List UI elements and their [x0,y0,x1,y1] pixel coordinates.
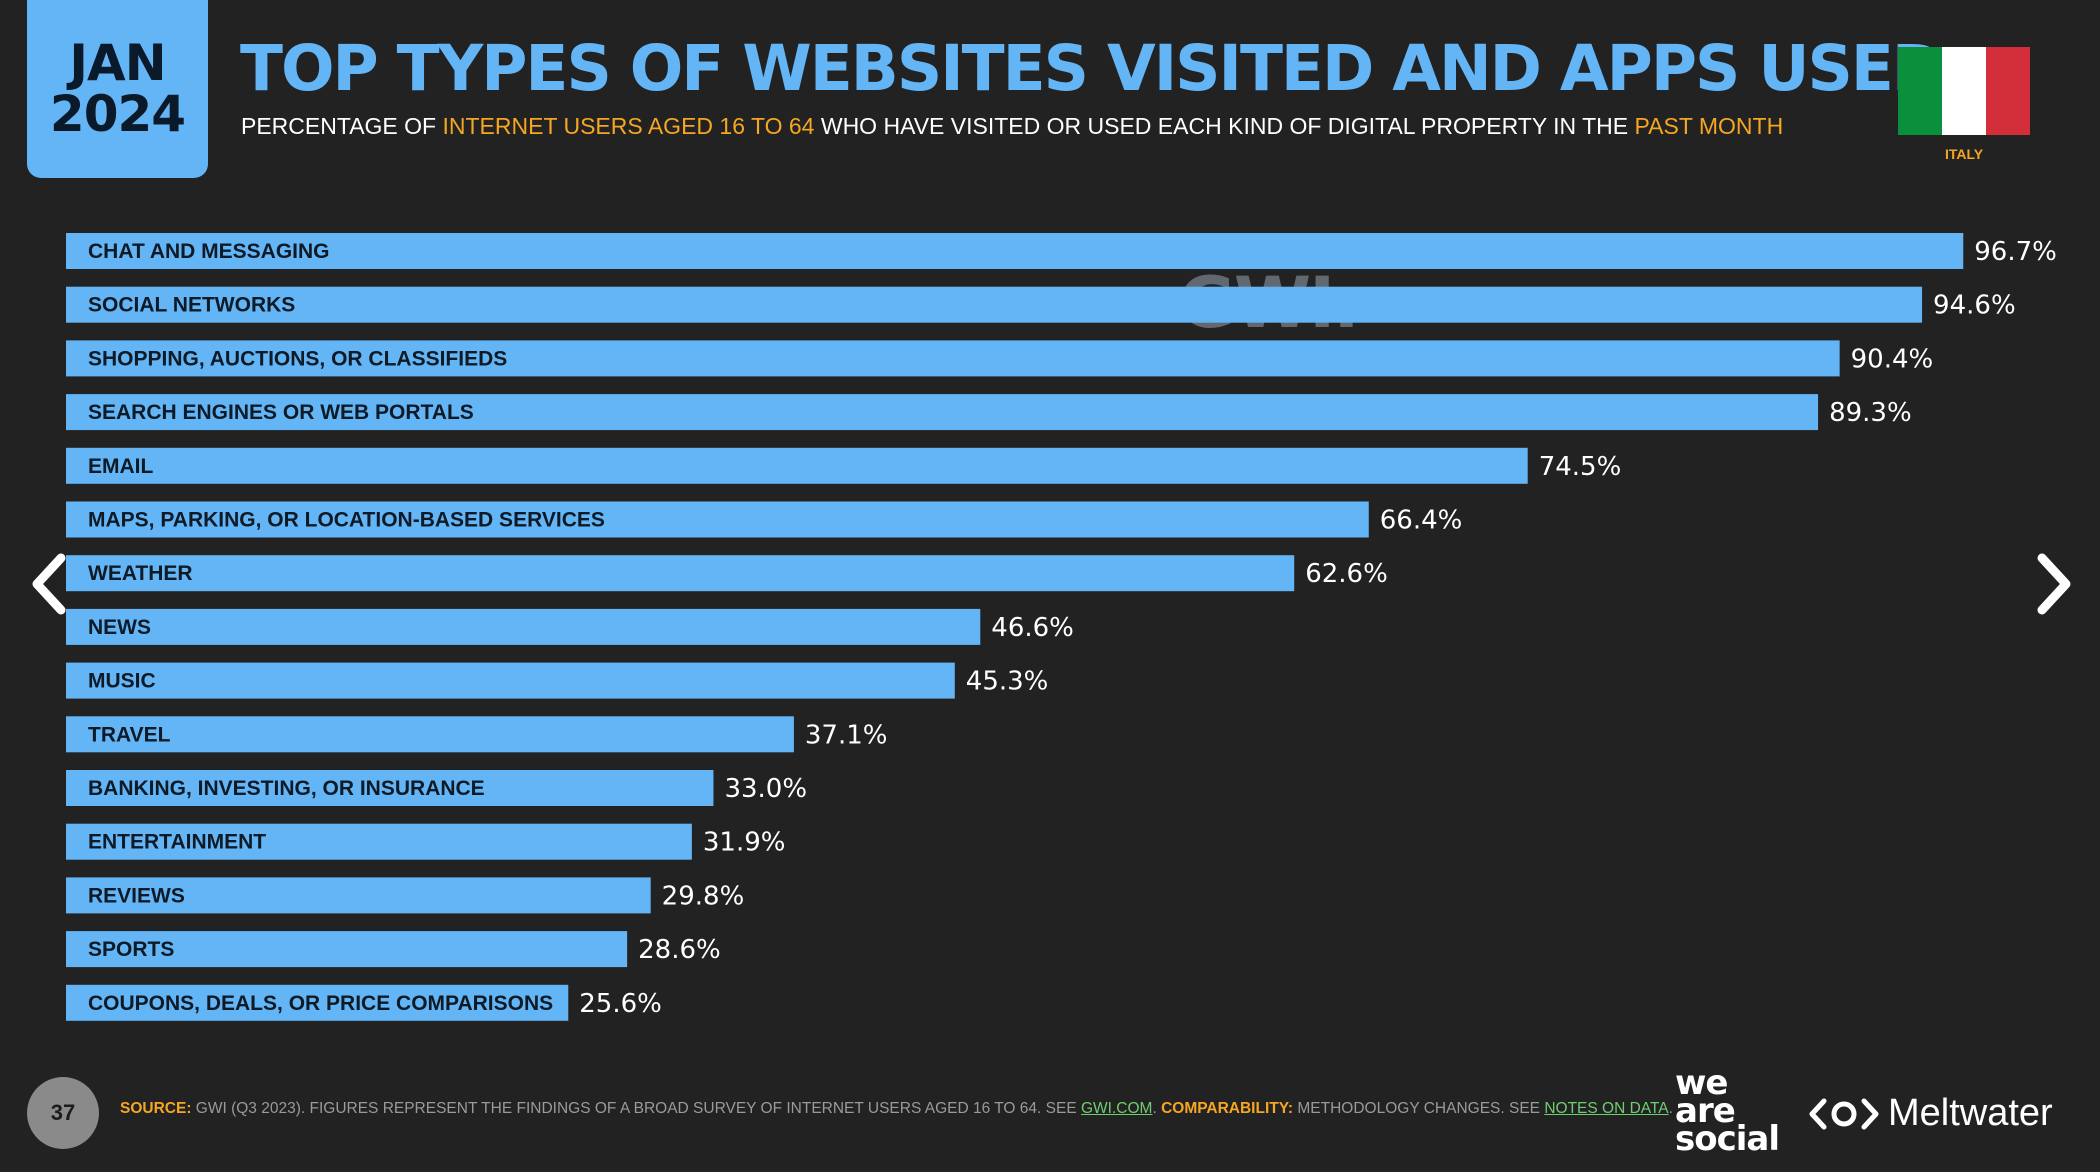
bar-value-label: 74.5% [1539,452,1622,482]
bar-value-label: 37.1% [805,720,888,750]
gwi-link[interactable]: GWI.COM [1080,1100,1153,1117]
bar-category-label: ENTERTAINMENT [88,831,266,854]
bar-category-label: MAPS, PARKING, OR LOCATION-BASED SERVICE… [88,509,605,532]
bar-value-label: 90.4% [1851,344,1934,374]
source-text: GWI (Q3 2023). FIGURES REPRESENT THE FIN… [191,1100,1081,1117]
bar-value-label: 45.3% [966,667,1049,697]
bar-value-label: 25.6% [579,989,662,1019]
bar-value-label: 62.6% [1305,559,1388,589]
bar-category-label: SHOPPING, AUCTIONS, OR CLASSIFIEDS [88,347,507,370]
bar [66,823,692,860]
badge-year: 2024 [49,85,186,143]
meltwater-logo: Meltwater [1808,1092,2053,1135]
meltwater-mark-icon [1809,1098,1879,1129]
country-label: ITALY [1944,146,1984,162]
logo-word-are: are [1675,1090,1736,1131]
chevron-right-icon[interactable] [2032,552,2076,616]
bar-category-label: CHAT AND MESSAGING [88,240,330,263]
bar-value-label: 29.8% [662,881,745,911]
logo-word-social: social [1675,1118,1780,1159]
source-footer: SOURCE: GWI (Q3 2023). FIGURES REPRESENT… [120,1100,1673,1118]
bar [66,340,1840,377]
italy-flag-icon [1898,47,2030,135]
badge-month: JAN [69,34,166,92]
subtitle-text-1: PERCENTAGE OF [241,113,443,139]
bar [66,931,628,968]
bar-value-label: 66.4% [1380,506,1463,536]
chevron-left-icon[interactable] [27,552,71,616]
notes-on-data-link[interactable]: NOTES ON DATA [1544,1100,1669,1117]
bar [66,555,1295,592]
bar-chart: CHAT AND MESSAGING 96.7% SOCIAL NETWORKS 94… [66,233,2057,1021]
page-subtitle: PERCENTAGE OF INTERNET USERS AGED 16 TO … [241,113,1783,140]
bar-value-label: 89.3% [1829,398,1912,428]
comparability-text: METHODOLOGY CHANGES. SEE [1293,1100,1545,1117]
flag-stripe-red [1986,47,2030,135]
flag-stripe-green [1898,47,1942,135]
bar-category-label: MUSIC [88,670,156,693]
bar-value-label: 31.9% [703,828,786,858]
bar-value-label: 28.6% [638,935,721,965]
bar-category-label: COUPONS, DEALS, OR PRICE COMPARISONS [88,992,553,1015]
bar [66,286,1923,323]
bar-value-label: 96.7% [1974,237,2057,267]
bar [66,447,1528,484]
bar-category-label: SOCIAL NETWORKS [88,294,295,317]
we-are-social-logo: we are social [1675,1063,1785,1159]
bar-category-label: EMAIL [88,455,154,478]
bar-category-label: SPORTS [88,938,174,961]
bar-category-label: SEARCH ENGINES OR WEB PORTALS [88,401,474,424]
page-number: 37 [27,1077,99,1149]
bar [66,662,955,699]
bar [66,984,569,1021]
logo-word-we: we [1675,1063,1728,1103]
bar-category-label: TRAVEL [88,723,171,746]
bar-category-label: WEATHER [88,562,193,585]
bar [66,608,981,645]
flag-stripe-white [1942,47,1986,135]
bar-category-label: REVIEWS [88,884,185,907]
date-badge: JAN 2024 [27,0,208,178]
bar [66,501,1369,538]
bar [66,770,714,806]
comparability-label: COMPARABILITY: [1161,1100,1294,1117]
subtitle-text-2: WHO HAVE VISITED OR USED EACH KIND OF DI… [814,113,1635,139]
bar [66,716,794,753]
bar-category-label: NEWS [88,616,151,639]
bar [66,233,1964,269]
meltwater-wordmark: Meltwater [1888,1092,2053,1134]
subtitle-highlight-1: INTERNET USERS AGED 16 TO 64 [442,113,815,139]
bar [66,877,651,914]
bar [66,394,1819,431]
footer-separator: . [1152,1100,1162,1117]
bar-value-label: 46.6% [991,613,1074,643]
source-label: SOURCE: [120,1100,192,1117]
bar-category-label: BANKING, INVESTING, OR INSURANCE [88,777,485,800]
bar-value-label: 94.6% [1933,291,2016,321]
page-title: TOP TYPES OF WEBSITES VISITED AND APPS U… [240,32,1944,105]
subtitle-highlight-2: PAST MONTH [1634,113,1784,139]
footer-end: . [1668,1100,1673,1117]
bar-value-label: 33.0% [724,774,807,804]
